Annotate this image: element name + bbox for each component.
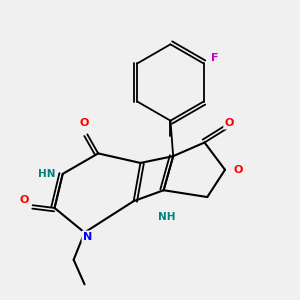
Text: F: F [211,53,218,63]
Text: HN: HN [38,169,55,179]
Text: O: O [224,118,234,128]
Text: NH: NH [158,212,175,223]
Text: N: N [82,232,92,242]
Text: O: O [80,118,89,128]
Text: O: O [20,195,29,205]
Text: O: O [234,165,243,175]
